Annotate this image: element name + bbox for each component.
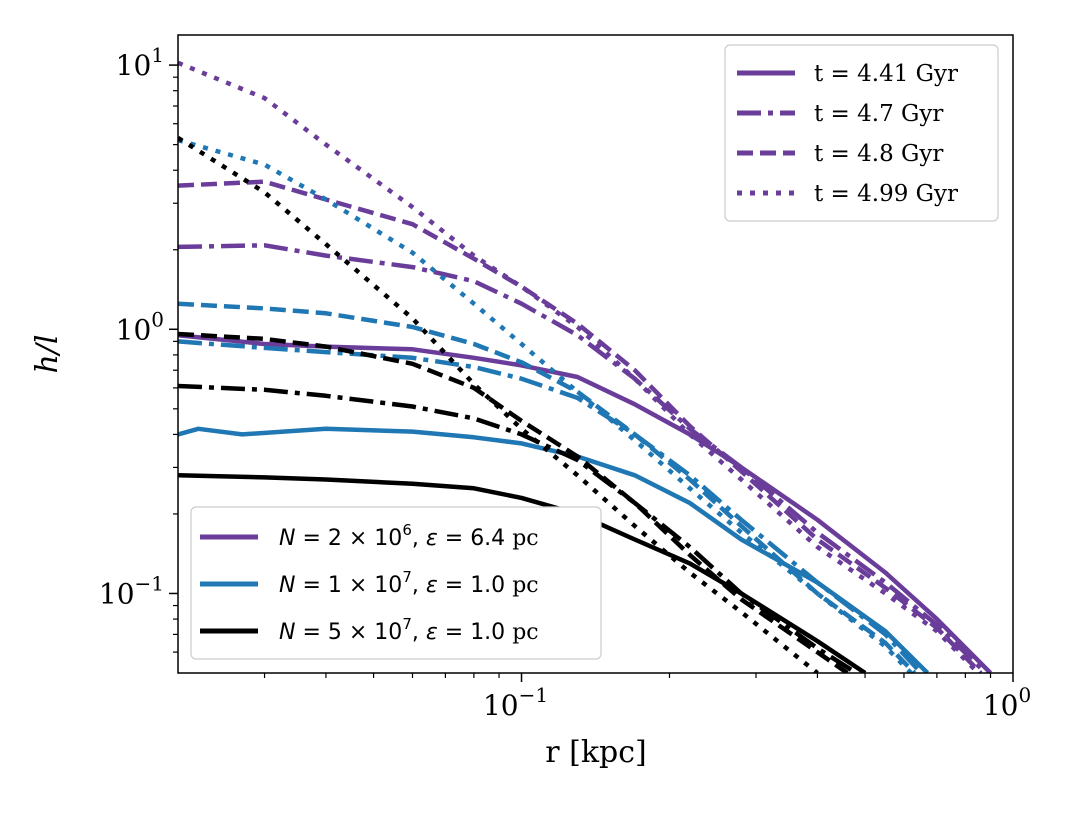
series-line-0 [178,332,993,673]
legend-time-label-2: t = 4.8 Gyr [814,141,943,167]
legend-res-eps-1: 1.0 [470,573,505,598]
legend-res-eps-2: 1.0 [470,620,505,645]
y-tick-label-1: 100 [116,307,164,346]
legend-res-unit-0: pc [512,526,538,551]
legend-res-label-1: N = 1 × 107, ε = 1.0 pc [279,568,539,598]
series-line-3 [178,60,980,673]
minor-ticks [173,76,992,678]
legend-resolution: N = 2 × 106, ε = 6.4 pc N = 1 × 107, ε =… [190,506,602,660]
y-tick-label-0: 10−1 [99,571,164,610]
legend-res-n-exp-1: 7 [402,568,412,586]
series-line-5 [178,339,923,673]
legend-res-n-mant-1: 1 [328,573,342,598]
series-line-1 [178,243,988,673]
legend-time-label-3: t = 4.99 Gyr [814,181,958,207]
legend-time-frame [724,44,999,222]
legend-res-unit-1: pc [512,573,538,598]
legend-time-label-1: t = 4.7 Gyr [814,101,943,127]
series-line-4 [178,426,930,673]
legend-res-eps-0: 6.4 [470,526,505,551]
series-line-6 [178,301,917,673]
legend-res-n-mant-0: 2 [328,526,342,551]
x-axis-label: r [kpc] [545,735,646,770]
legend-res-n-mant-2: 5 [328,620,342,645]
series-line-2 [178,179,983,673]
legend-res-label-2: N = 5 × 107, ε = 1.0 pc [279,615,539,645]
y-axis-label: h/l [30,334,65,373]
legend-time: t = 4.41 Gyr t = 4.7 Gyr t = 4.8 Gyr t =… [724,44,999,222]
legend-res-n-exp-2: 7 [402,615,412,633]
series-line-10 [178,331,849,673]
legend-res-label-0: N = 2 × 106, ε = 6.4 pc [279,521,539,551]
series-line-9 [178,383,858,673]
legend-res-unit-2: pc [512,620,538,645]
series-layer [178,60,993,673]
axes-frame [177,34,1014,674]
series-line-7 [178,137,913,673]
legend-resolution-frame [190,506,602,660]
legend-time-label-0: t = 4.41 Gyr [814,61,958,87]
legend-res-n-exp-0: 6 [402,521,412,539]
y-tick-label-2: 101 [116,43,164,82]
